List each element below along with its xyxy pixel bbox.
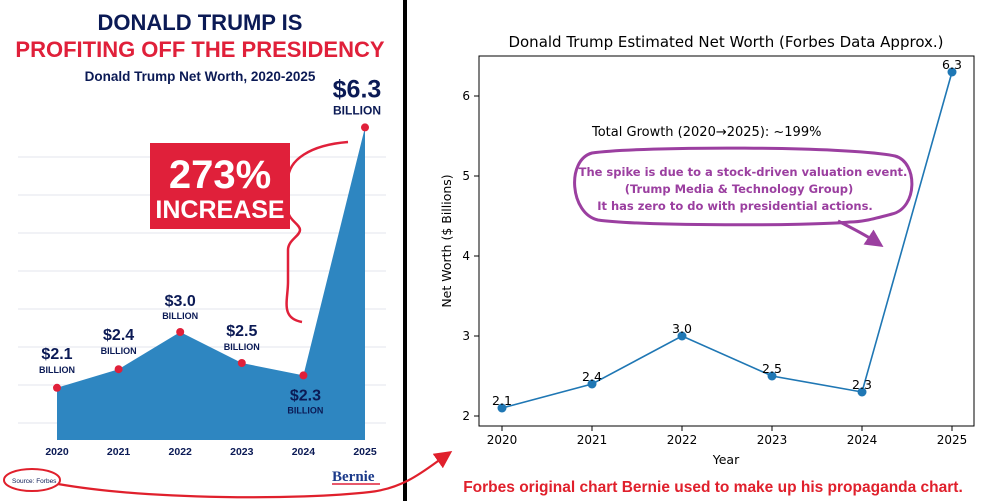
point-2020 <box>497 403 507 413</box>
source-circle <box>3 468 61 492</box>
increase-badge: 273% INCREASE <box>150 143 290 229</box>
point-label-2024: 2.3 <box>852 377 872 392</box>
ytick-label-6: 6 <box>462 89 470 103</box>
xtick-label-2022: 2022 <box>667 433 698 447</box>
left-xtick-2022: 2022 <box>169 446 193 458</box>
note-line-2: (Trump Media & Technology Group) <box>625 182 854 196</box>
bubble-pointer-arrow <box>837 219 884 247</box>
left-point-2020 <box>53 383 61 392</box>
infographic-subtitle: Donald Trump Net Worth, 2020-2025 <box>85 69 316 84</box>
left-value-label-2025: $6.3 <box>333 75 382 103</box>
series-points <box>497 67 957 413</box>
x-axis-label: Year <box>712 452 740 467</box>
point-label-2023: 2.5 <box>762 361 782 376</box>
point-label-2022: 3.0 <box>672 321 692 336</box>
left-unit-label-2022: BILLION <box>162 311 198 321</box>
xtick-label-2025: 2025 <box>937 433 968 447</box>
ytick-label-5: 5 <box>462 169 470 183</box>
left-value-label-2020: $2.1 <box>41 346 72 363</box>
infographic-title-line1: DONALD TRUMP IS <box>98 10 303 35</box>
point-2024 <box>857 387 867 397</box>
left-value-label-2022: $3.0 <box>165 293 196 310</box>
left-unit-label-2023: BILLION <box>224 342 260 352</box>
source-note: Source: Forbes <box>12 478 57 485</box>
bottom-caption: Forbes original chart Bernie used to mak… <box>463 479 963 496</box>
net-worth-area <box>57 127 365 441</box>
point-label-2025: 6.3 <box>942 57 962 72</box>
point-labels: 2.1 2.4 3.0 2.5 2.3 6.3 <box>492 57 962 408</box>
right-chart: Donald Trump Estimated Net Worth (Forbes… <box>439 33 975 496</box>
left-point-2024 <box>299 371 308 380</box>
xtick-label-2020: 2020 <box>487 433 518 447</box>
note-line-1: The spike is due to a stock-driven valua… <box>579 165 908 179</box>
left-value-label-2024: $2.3 <box>290 387 321 404</box>
badge-label: INCREASE <box>155 196 284 224</box>
note-line-3: It has zero to do with presidential acti… <box>597 199 873 213</box>
point-2022 <box>677 331 687 341</box>
series-line <box>501 71 953 409</box>
left-xtick-2021: 2021 <box>107 446 131 458</box>
point-2021 <box>587 379 597 389</box>
annotation-bubble: The spike is due to a stock-driven valua… <box>573 146 914 247</box>
left-xtick-2020: 2020 <box>45 446 69 458</box>
ytick-label-3: 3 <box>462 329 470 343</box>
left-value-label-2023: $2.5 <box>226 323 257 340</box>
left-data-labels: $2.1BILLION$2.4BILLION$3.0BILLION$2.5BIL… <box>39 75 381 415</box>
x-axis-ticks: 2020 2021 2022 2023 2024 2025 <box>487 426 968 447</box>
point-label-2020: 2.1 <box>492 393 512 408</box>
ytick-label-2: 2 <box>462 409 470 423</box>
left-data-points <box>53 123 369 392</box>
growth-annotation: Total Growth (2020→2025): ~199% <box>591 125 821 140</box>
left-xtick-2023: 2023 <box>230 446 254 458</box>
xtick-label-2021: 2021 <box>577 433 608 447</box>
left-unit-label-2021: BILLION <box>101 346 137 356</box>
left-point-2021 <box>114 365 123 374</box>
left-unit-label-2020: BILLION <box>39 365 75 375</box>
left-point-2023 <box>237 359 246 367</box>
connector-arrow <box>57 450 453 499</box>
left-unit-label-2025: BILLION <box>333 103 381 117</box>
left-x-axis: 2020 2021 2022 2023 2024 2025 <box>45 446 377 458</box>
source-connector <box>3 450 453 499</box>
bernie-logo: Bernie <box>332 469 375 485</box>
chart-title: Donald Trump Estimated Net Worth (Forbes… <box>508 33 943 51</box>
xtick-label-2023: 2023 <box>757 433 788 447</box>
ytick-label-4: 4 <box>462 249 470 263</box>
left-value-label-2021: $2.4 <box>103 327 134 344</box>
left-point-2022 <box>176 328 185 336</box>
left-point-2025 <box>361 123 369 132</box>
y-axis-ticks: 2 3 4 5 6 <box>462 89 479 423</box>
panel-divider <box>403 0 407 501</box>
point-2023 <box>767 371 777 381</box>
point-label-2021: 2.4 <box>582 369 602 384</box>
growth-brace <box>285 140 349 324</box>
badge-percent: 273% <box>169 153 271 197</box>
left-unit-label-2024: BILLION <box>287 405 323 415</box>
point-2025 <box>947 67 957 77</box>
infographic-title-line2: PROFITING OFF THE PRESIDENCY <box>15 37 384 62</box>
y-axis-label: Net Worth ($ Billions) <box>439 174 454 307</box>
left-infographic: DONALD TRUMP IS PROFITING OFF THE PRESID… <box>0 0 403 501</box>
xtick-label-2024: 2024 <box>847 433 878 447</box>
bubble-outline <box>573 146 914 227</box>
left-xtick-2025: 2025 <box>353 446 377 458</box>
left-xtick-2024: 2024 <box>292 446 316 458</box>
plot-frame <box>478 55 975 427</box>
